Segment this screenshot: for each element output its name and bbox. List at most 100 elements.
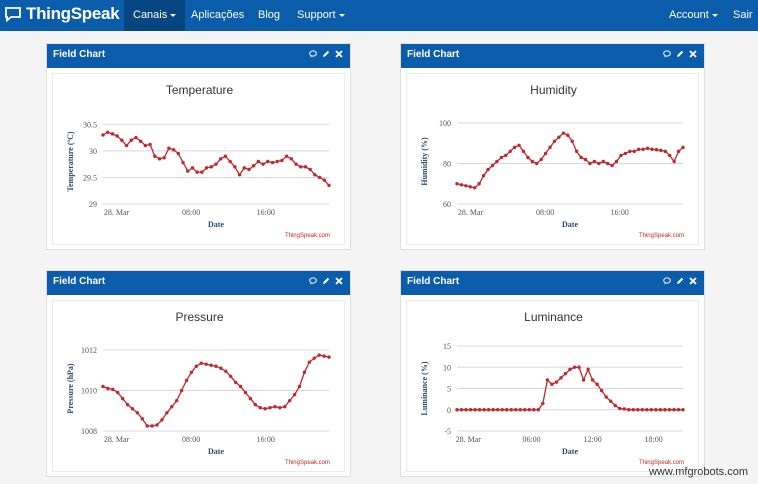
pencil-icon[interactable] xyxy=(675,47,685,61)
data-point[interactable] xyxy=(106,386,110,391)
data-point[interactable] xyxy=(153,154,157,158)
data-point[interactable] xyxy=(189,370,194,375)
data-point[interactable] xyxy=(668,153,672,158)
data-point[interactable] xyxy=(115,134,119,138)
data-point[interactable] xyxy=(299,165,303,169)
data-point[interactable] xyxy=(509,408,513,412)
data-point[interactable] xyxy=(563,371,568,376)
data-point[interactable] xyxy=(495,159,499,164)
data-point[interactable] xyxy=(473,408,477,412)
data-point[interactable] xyxy=(134,135,138,140)
data-point[interactable] xyxy=(559,376,563,380)
data-point[interactable] xyxy=(486,408,491,412)
data-point[interactable] xyxy=(273,405,277,409)
data-point[interactable] xyxy=(313,173,317,177)
data-point[interactable] xyxy=(174,398,179,403)
data-point[interactable] xyxy=(595,382,599,386)
data-point[interactable] xyxy=(138,139,143,144)
data-point[interactable] xyxy=(604,395,608,399)
data-point[interactable] xyxy=(229,374,233,379)
data-point[interactable] xyxy=(266,159,270,164)
data-point[interactable] xyxy=(101,133,105,137)
data-point[interactable] xyxy=(303,165,308,169)
data-point[interactable] xyxy=(308,167,312,172)
data-point[interactable] xyxy=(280,158,284,163)
data-point[interactable] xyxy=(464,184,468,188)
data-point[interactable] xyxy=(322,178,326,182)
data-point[interactable] xyxy=(618,406,622,411)
data-point[interactable] xyxy=(468,185,472,189)
data-point[interactable] xyxy=(204,362,208,366)
data-point[interactable] xyxy=(101,384,105,389)
data-point[interactable] xyxy=(477,182,481,186)
close-icon[interactable] xyxy=(334,47,344,61)
data-point[interactable] xyxy=(261,162,265,166)
data-point[interactable] xyxy=(623,151,628,156)
nav-account[interactable]: Account xyxy=(669,0,718,31)
close-icon[interactable] xyxy=(334,274,344,288)
data-point[interactable] xyxy=(263,407,267,411)
data-point[interactable] xyxy=(505,408,509,412)
data-point[interactable] xyxy=(167,146,171,150)
data-point[interactable] xyxy=(238,384,243,389)
data-point[interactable] xyxy=(610,163,614,168)
data-point[interactable] xyxy=(554,380,559,384)
data-point[interactable] xyxy=(120,396,125,401)
data-point[interactable] xyxy=(663,149,667,154)
data-point[interactable] xyxy=(171,148,176,152)
data-point[interactable] xyxy=(297,384,302,389)
data-point[interactable] xyxy=(539,157,543,162)
data-point[interactable] xyxy=(155,423,159,427)
data-point[interactable] xyxy=(170,405,174,409)
data-point[interactable] xyxy=(545,378,550,382)
data-point[interactable] xyxy=(219,157,223,161)
data-point[interactable] xyxy=(535,161,539,166)
data-point[interactable] xyxy=(597,161,601,166)
data-point[interactable] xyxy=(224,369,228,373)
data-point[interactable] xyxy=(631,408,635,412)
data-point[interactable] xyxy=(590,378,595,382)
data-point[interactable] xyxy=(223,154,228,158)
credit-link[interactable]: ThingSpeak.com xyxy=(639,233,684,239)
data-point[interactable] xyxy=(140,417,145,421)
data-point[interactable] xyxy=(521,149,526,154)
data-point[interactable] xyxy=(619,153,623,158)
data-point[interactable] xyxy=(681,145,685,150)
data-point[interactable] xyxy=(160,418,164,422)
data-point[interactable] xyxy=(312,356,316,360)
data-point[interactable] xyxy=(186,169,190,173)
data-point[interactable] xyxy=(268,406,272,410)
data-point[interactable] xyxy=(251,164,256,168)
data-point[interactable] xyxy=(242,166,246,170)
data-point[interactable] xyxy=(568,367,572,372)
data-point[interactable] xyxy=(473,186,477,190)
data-point[interactable] xyxy=(148,142,152,147)
data-point[interactable] xyxy=(650,147,654,152)
data-point[interactable] xyxy=(636,147,641,152)
data-point[interactable] xyxy=(289,157,294,161)
data-point[interactable] xyxy=(256,159,261,164)
data-point[interactable] xyxy=(194,364,199,368)
data-point[interactable] xyxy=(165,411,169,415)
data-point[interactable] xyxy=(512,145,517,150)
data-point[interactable] xyxy=(557,135,561,139)
data-point[interactable] xyxy=(275,159,279,164)
data-point[interactable] xyxy=(541,401,545,406)
data-point[interactable] xyxy=(243,390,248,395)
data-point[interactable] xyxy=(292,392,297,397)
data-point[interactable] xyxy=(200,170,204,174)
data-point[interactable] xyxy=(579,155,583,160)
comment-icon[interactable] xyxy=(662,274,672,288)
data-point[interactable] xyxy=(526,155,530,160)
credit-link[interactable]: ThingSpeak.com xyxy=(285,233,330,239)
data-point[interactable] xyxy=(608,399,613,403)
data-point[interactable] xyxy=(599,388,604,393)
nav-blog[interactable]: Blog xyxy=(258,0,280,31)
data-point[interactable] xyxy=(628,149,632,154)
data-point[interactable] xyxy=(455,408,459,412)
data-point[interactable] xyxy=(504,153,508,158)
credit-link[interactable]: ThingSpeak.com xyxy=(285,460,330,466)
data-point[interactable] xyxy=(145,424,149,428)
close-icon[interactable] xyxy=(688,47,698,61)
data-point[interactable] xyxy=(495,408,500,412)
